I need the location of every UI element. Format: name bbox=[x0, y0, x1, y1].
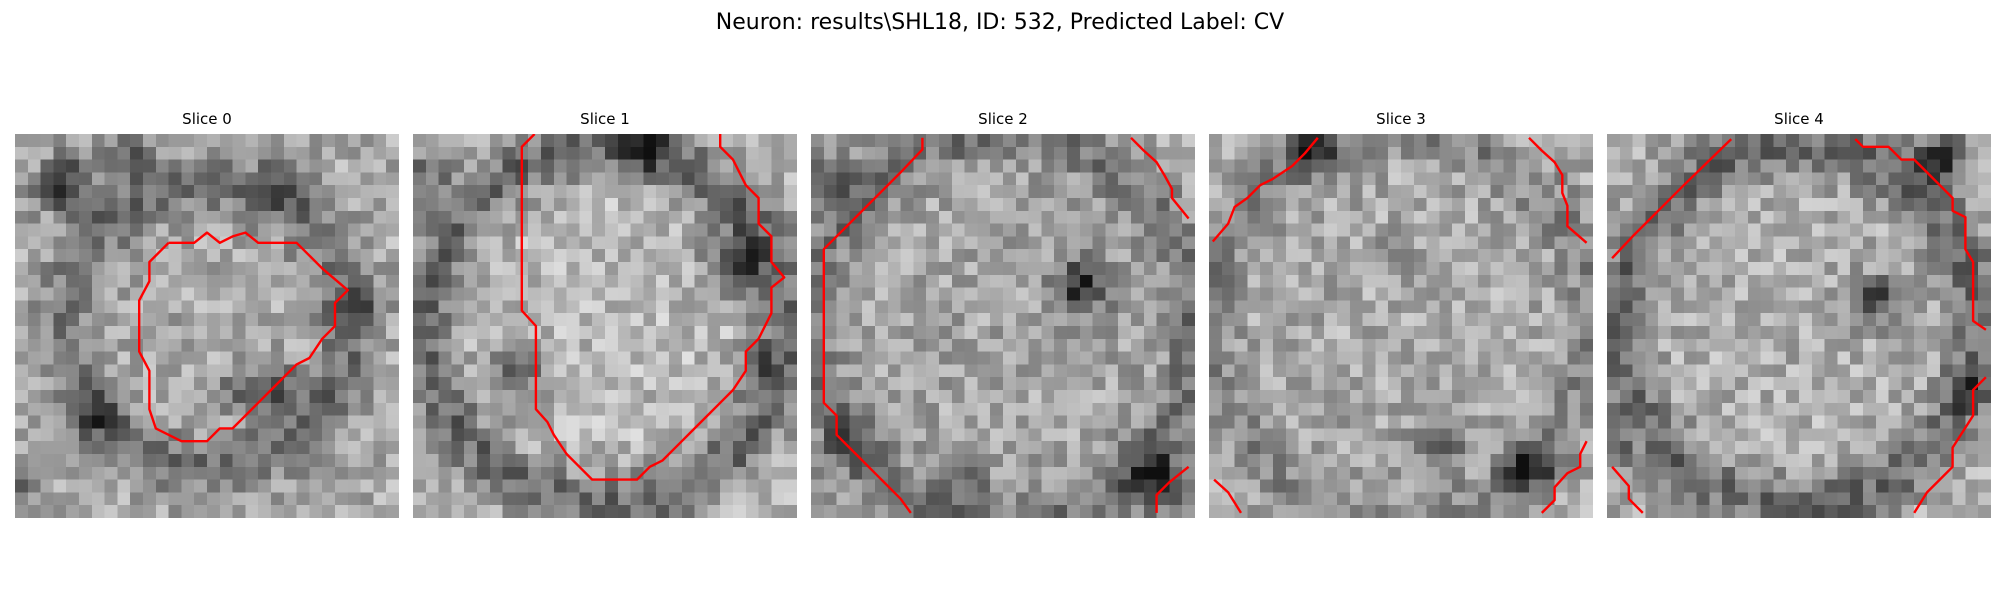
slice-panel-2: Slice 2 bbox=[811, 107, 1195, 518]
figure-title: Neuron: results\SHL18, ID: 532, Predicte… bbox=[715, 10, 1285, 35]
slice-svg-4 bbox=[1607, 134, 1991, 518]
contour-line bbox=[822, 137, 924, 514]
slice-image-2 bbox=[811, 134, 1195, 518]
contour-line bbox=[1213, 478, 1243, 514]
slice-image-3 bbox=[1209, 134, 1593, 518]
slice-panel-1: Slice 1 bbox=[413, 107, 797, 518]
slice-panel-3: Slice 3 bbox=[1209, 107, 1593, 518]
slice-title-0: Slice 0 bbox=[182, 110, 232, 128]
contour-line bbox=[520, 134, 786, 481]
pixel-grid bbox=[1209, 134, 1593, 518]
pixel-grid bbox=[15, 134, 399, 518]
slice-title-2: Slice 2 bbox=[978, 110, 1028, 128]
contour-line bbox=[1211, 137, 1319, 243]
contour-line bbox=[1611, 466, 1644, 514]
contour-line bbox=[1611, 138, 1733, 260]
pixel-grid bbox=[1607, 134, 1991, 518]
pixel-grid bbox=[413, 134, 797, 518]
slice-svg-3 bbox=[1209, 134, 1593, 518]
slice-image-0 bbox=[15, 134, 399, 518]
contour-line bbox=[137, 231, 349, 443]
slice-image-1 bbox=[413, 134, 797, 518]
slice-panel-4: Slice 4 bbox=[1607, 107, 1991, 518]
contour-line bbox=[1155, 465, 1190, 513]
slice-svg-2 bbox=[811, 134, 1195, 518]
slice-svg-0 bbox=[15, 134, 399, 518]
contour-line bbox=[1540, 440, 1588, 514]
slice-svg-1 bbox=[413, 134, 797, 518]
slice-title-3: Slice 3 bbox=[1376, 110, 1426, 128]
slice-title-1: Slice 1 bbox=[580, 110, 630, 128]
slice-panel-0: Slice 0 bbox=[15, 107, 399, 518]
contour-line bbox=[1913, 376, 1987, 514]
contour-line bbox=[1528, 136, 1588, 244]
contour-line bbox=[1130, 136, 1190, 220]
pixel-grid bbox=[811, 134, 1195, 518]
slice-title-4: Slice 4 bbox=[1774, 110, 1824, 128]
slice-image-4 bbox=[1607, 134, 1991, 518]
contour-line bbox=[1854, 138, 1987, 331]
